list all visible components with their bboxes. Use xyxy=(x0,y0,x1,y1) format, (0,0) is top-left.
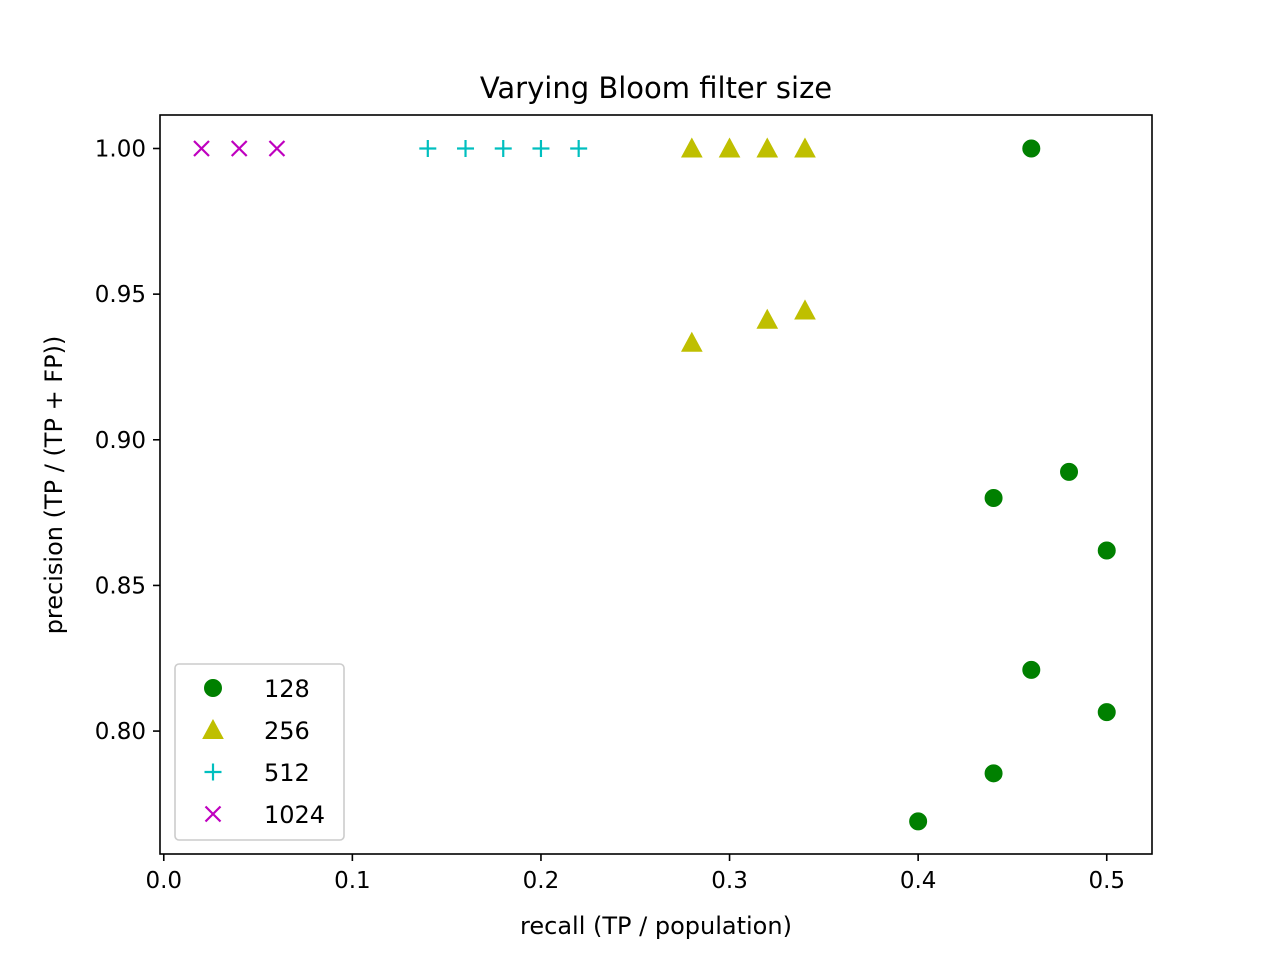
chart-title: Varying Bloom filter size xyxy=(480,71,832,105)
axes-frame xyxy=(159,114,1153,855)
data-point-128 xyxy=(1097,541,1116,560)
data-point-512 xyxy=(570,139,588,157)
data-point-256 xyxy=(794,299,816,320)
data-point-256 xyxy=(680,137,703,158)
data-point-128 xyxy=(1022,139,1041,158)
x-tick-label: 0.3 xyxy=(711,868,748,894)
x-tick-label: 0.4 xyxy=(900,868,937,894)
x-tick-label: 0.2 xyxy=(523,868,560,894)
x-tick-label: 0.0 xyxy=(145,868,182,894)
x-tick-label: 0.5 xyxy=(1088,868,1125,894)
legend-marker-128 xyxy=(204,679,222,697)
data-point-128 xyxy=(1022,660,1041,679)
legend-label: 256 xyxy=(264,717,310,745)
data-point-512 xyxy=(457,139,475,157)
y-tick-label: 0.95 xyxy=(95,282,146,308)
data-point-256 xyxy=(680,331,703,352)
x-tick-label: 0.1 xyxy=(334,868,371,894)
data-point-128 xyxy=(909,812,928,831)
data-point-1024 xyxy=(268,140,286,157)
y-tick-label: 1.00 xyxy=(95,136,146,162)
data-point-256 xyxy=(756,137,779,158)
data-point-128 xyxy=(984,489,1003,508)
legend-label: 1024 xyxy=(264,801,325,829)
legend-marker-256 xyxy=(202,718,224,739)
x-axis-label: recall (TP / population) xyxy=(520,912,792,940)
legend-label: 128 xyxy=(264,675,310,703)
data-point-1024 xyxy=(193,140,210,157)
legend: 128 256 512 1024 xyxy=(174,663,345,841)
data-point-256 xyxy=(756,308,779,329)
y-tick-label: 0.90 xyxy=(95,428,146,454)
y-tick-label: 0.85 xyxy=(95,573,146,599)
data-point-512 xyxy=(494,139,512,157)
data-point-256 xyxy=(794,137,816,158)
data-point-128 xyxy=(1060,462,1079,481)
plot-area: 0.0 0.1 0.2 0.3 0.4 0.5 0.80 0.85 0.90 0.95 1.00 xyxy=(95,114,1153,894)
data-point-128 xyxy=(984,764,1003,783)
data-point-512 xyxy=(419,139,437,157)
data-point-256 xyxy=(718,137,741,158)
data-point-128 xyxy=(1097,703,1116,722)
legend-marker-1024 xyxy=(204,805,222,823)
legend-box xyxy=(174,663,345,841)
y-tick-label: 0.80 xyxy=(95,719,146,745)
data-point-1024 xyxy=(230,140,248,157)
legend-label: 512 xyxy=(264,759,310,787)
legend-marker-512 xyxy=(204,763,222,781)
data-point-512 xyxy=(532,139,550,157)
y-axis-label: precision (TP / (TP + FP)) xyxy=(40,336,68,635)
